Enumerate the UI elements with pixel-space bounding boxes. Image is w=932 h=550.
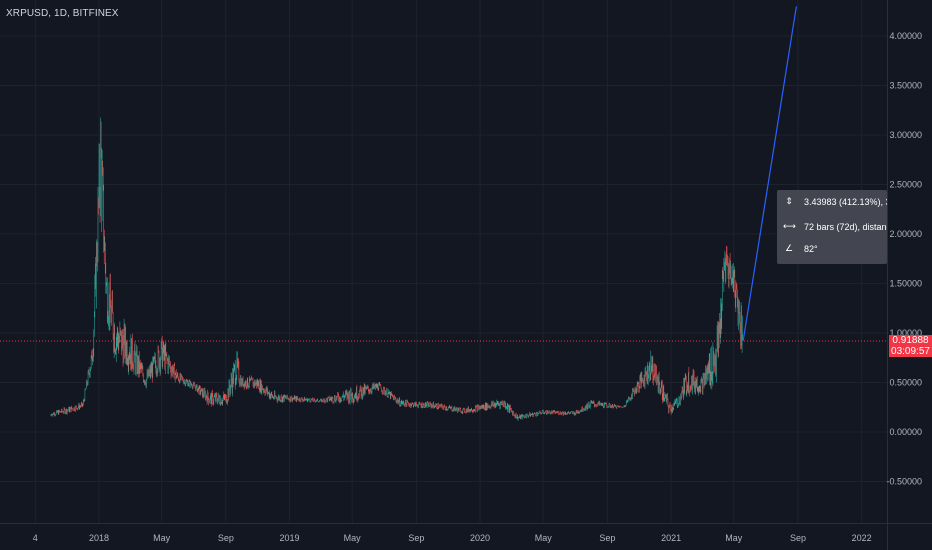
measure-tooltip: ⇕ 3.43983 (412.13%), 343983 ⟷ 72 bars (7… [777,190,887,264]
x-tick-label: 2018 [89,533,109,543]
y-tick-label: 0.00000 [889,427,922,437]
x-tick-label: Sep [408,533,424,543]
last-price-value: 0.91888 [892,335,929,346]
measure-row-angle: ∠ 82° [783,243,818,254]
symbol-label: XRPUSD, 1D, BITFINEX [6,8,119,19]
y-tick-label: 0.50000 [889,378,922,388]
measure-angle: 82° [804,243,818,254]
bar-countdown: 03:09:57 [891,346,930,357]
y-tick-label: 3.50000 [889,81,922,91]
horizontal-range-icon: ⟷ [783,221,796,231]
y-tick-label: 2.50000 [889,180,922,190]
last-price-badge: 0.91888 03:09:57 [889,335,932,357]
measure-row-bars: ⟷ 72 bars (72d), distance: 41 [783,221,887,232]
vertical-range-icon: ⇕ [785,196,793,206]
x-tick-label: Sep [790,533,806,543]
x-tick-label: Sep [599,533,615,543]
y-tick-label: 4.00000 [889,31,922,41]
y-tick-label: -0.50000 [886,477,922,487]
measure-bars: 72 bars (72d), distance: 41 [804,221,887,232]
x-tick-label: 2021 [661,533,681,543]
y-tick-label: 2.00000 [889,229,922,239]
x-tick-label: May [153,533,171,543]
x-tick-label: Sep [218,533,234,543]
y-tick-label: 1.00000 [889,328,922,338]
x-tick-label: 4 [33,533,38,543]
measure-price-change: 3.43983 (412.13%), 343983 [804,196,887,207]
x-tick-label: May [535,533,553,543]
x-tick-label: May [725,533,743,543]
y-tick-label: 3.00000 [889,130,922,140]
measure-line[interactable] [742,6,797,342]
angle-icon: ∠ [784,243,794,253]
x-tick-label: 2020 [470,533,490,543]
measure-row-price: ⇕ 3.43983 (412.13%), 343983 [783,196,887,207]
x-tick-label: 2022 [852,533,872,543]
x-tick-label: 2019 [280,533,300,543]
y-tick-label: 1.50000 [889,279,922,289]
x-tick-label: May [344,533,362,543]
